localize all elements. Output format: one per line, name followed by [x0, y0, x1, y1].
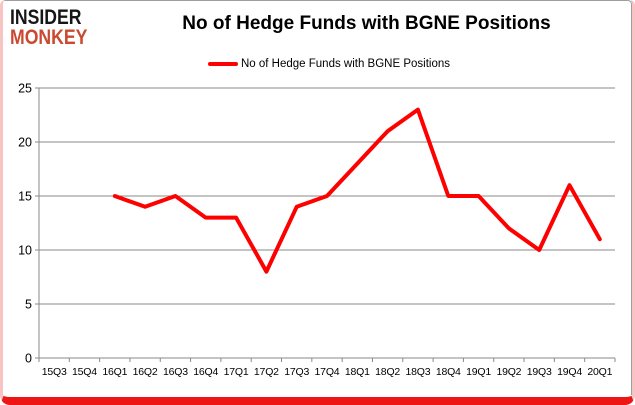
y-tick-label: 20: [18, 136, 32, 150]
x-tick-label: 19Q1: [466, 366, 491, 378]
legend: No of Hedge Funds with BGNE Positions: [41, 56, 617, 72]
logo-line1: INSIDER: [10, 6, 82, 29]
insider-monkey-logo: INSIDER MONKEY: [10, 6, 102, 49]
x-tick-label: 16Q1: [102, 366, 127, 378]
x-tick-label: 17Q1: [224, 366, 249, 378]
chart-frame: [3, 0, 632, 395]
x-tick-label: 16Q2: [133, 366, 158, 378]
x-tick-label: 17Q4: [315, 366, 340, 378]
x-tick-label: 16Q3: [163, 366, 188, 378]
logo-line2: MONKEY: [10, 25, 88, 49]
x-tick-label: 19Q2: [496, 366, 521, 378]
x-tick-label: 19Q3: [527, 366, 552, 378]
plot-svg: 0 5 10 15 20 25 15Q3 15Q4 16Q1 16Q2 16Q3 16Q4 17Q1 17…: [18, 82, 616, 378]
x-tick-label: 15Q3: [42, 366, 67, 378]
legend-line-swatch: [207, 62, 238, 66]
y-tick-label: 25: [18, 82, 32, 96]
x-tick-label: 18Q1: [345, 366, 370, 378]
x-tick-label: 19Q4: [557, 366, 582, 378]
x-tick-label: 17Q3: [284, 366, 309, 378]
series-line: [112, 107, 602, 274]
x-tick-label: 16Q4: [193, 366, 218, 378]
chart-title: No of Hedge Funds with BGNE Positions: [182, 13, 551, 34]
x-tick-label: 18Q2: [375, 366, 400, 378]
y-tick-label: 15: [18, 190, 32, 204]
x-tick-label: 17Q2: [254, 366, 279, 378]
x-tick-label: 20Q1: [587, 366, 612, 378]
y-tick-label: 10: [18, 244, 32, 258]
legend-label: No of Hedge Funds with BGNE Positions: [240, 58, 451, 70]
y-tick-label: 0: [25, 352, 32, 366]
y-tick-label: 5: [25, 298, 32, 312]
x-tick-label: 15Q4: [72, 366, 97, 378]
x-tick-label: 18Q3: [406, 366, 431, 378]
x-tick-label: 18Q4: [436, 366, 461, 378]
